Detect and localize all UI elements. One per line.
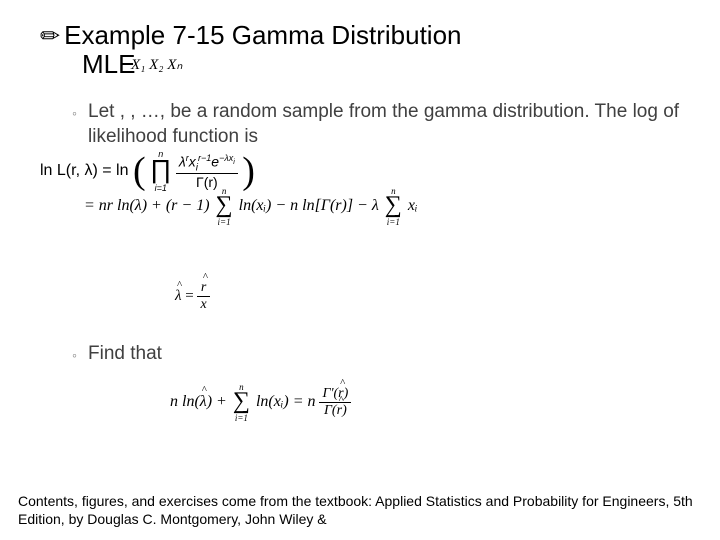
footer-text: Contents, figures, and exercises come fr…: [18, 493, 693, 527]
f1h: i: [233, 158, 235, 165]
l2b: ln(xᵢ) − n ln[Γ(r)] − λ: [239, 197, 379, 214]
lden: x: [200, 297, 206, 312]
sum-3: n ∑ i=1: [233, 382, 250, 423]
formula-line2: = nr ln(λ) + (r − 1) n ∑ i=1 ln(xᵢ) − n …: [84, 186, 418, 227]
sigma-icon-3: ∑: [233, 388, 250, 414]
s1b: i=1: [216, 217, 233, 227]
title-line2: MLE X₁ X₂ Xₙ: [82, 49, 690, 80]
let-text: Let , , …, be a random sample from the g…: [88, 101, 679, 147]
formula-line3: n ln(λ) + n ∑ i=1 ln(xᵢ) = n Γ'(r) Γ(r): [170, 382, 351, 423]
title-vars: X₁ X₂ Xₙ: [131, 55, 182, 74]
f1f: e: [211, 153, 219, 169]
sub-marker-icon-2: ◦: [72, 347, 77, 363]
paren-left: (: [133, 156, 146, 186]
s3b: i=1: [233, 413, 250, 423]
fraction-1: λrxir−1e−λxi Γ(r): [176, 153, 238, 190]
find-that-paragraph: ◦ Find that: [88, 343, 690, 365]
logL-prefix: ln L(r, λ) = ln: [40, 163, 128, 180]
find-text: Find that: [88, 343, 162, 364]
footer-citation: Contents, figures, and exercises come fr…: [18, 493, 702, 528]
sigma-icon-1: ∑: [216, 192, 233, 218]
title-text-1: Example 7-15 Gamma Distribution: [64, 20, 461, 51]
formula-lambda: λ = r x: [175, 280, 210, 313]
f1g: −λx: [219, 153, 233, 163]
sigma-icon-2: ∑: [385, 192, 402, 218]
sum-1: n ∑ i=1: [216, 186, 233, 227]
bullet-main-icon: ✏: [40, 22, 60, 51]
slide: ✏ Example 7-15 Gamma Distribution MLE X₁…: [0, 0, 720, 540]
pi-icon: ∏: [150, 154, 171, 184]
title-line1: ✏ Example 7-15 Gamma Distribution: [40, 20, 690, 51]
fraction-3: Γ'(r) Γ(r): [319, 386, 351, 419]
f1c: x: [189, 153, 196, 169]
l2a: = nr ln(λ) + (r − 1): [84, 197, 210, 214]
s2b: i=1: [385, 217, 402, 227]
lnum: r: [201, 280, 206, 295]
sum-2: n ∑ i=1: [385, 186, 402, 227]
f1a: λ: [179, 153, 186, 169]
let-paragraph: ◦ Let , , …, be a random sample from the…: [88, 100, 690, 149]
paren-right: ): [242, 156, 255, 186]
l3b: ln(xᵢ) = n: [256, 393, 316, 410]
l2c: xᵢ: [408, 197, 418, 214]
f1e: r−1: [198, 153, 211, 163]
f1d: i: [196, 162, 198, 173]
sub-marker-icon: ◦: [72, 104, 77, 122]
title-text-2: MLE: [82, 49, 135, 79]
